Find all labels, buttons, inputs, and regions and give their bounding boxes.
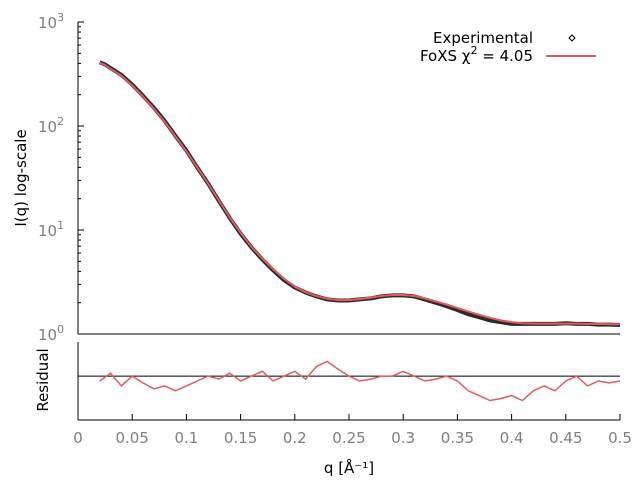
- residual-x-tick-label: 0.5: [608, 429, 632, 447]
- main-series-layer: [98, 60, 621, 327]
- residual-x-tick-label: 0.1: [174, 429, 198, 447]
- residual-series-layer: [99, 360, 621, 402]
- main-y-tick-label: 102: [38, 115, 64, 136]
- main-panel: 100 101 102 103 I(q) log-scale: [12, 11, 621, 344]
- main-y-tick-label: 103: [38, 11, 64, 32]
- main-y-tick-label: 100: [38, 323, 64, 344]
- residual-x-tick-label: 0.4: [500, 429, 524, 447]
- legend-label-experimental: Experimental: [433, 29, 533, 47]
- main-y-label: I(q) log-scale: [12, 129, 30, 226]
- residual-x-tick-label: 0.3: [391, 429, 415, 447]
- residual-x-tick-label: 0.45: [549, 429, 582, 447]
- legend: Experimental FoXS χ2 = 4.05: [420, 29, 596, 65]
- legend-foxs-prefix: FoXS χ: [420, 47, 471, 65]
- residual-x-tick-label: 0.35: [441, 429, 474, 447]
- main-y-ticks: 100 101 102 103: [38, 11, 84, 344]
- residual-x-tick-label: 0.05: [115, 429, 148, 447]
- residual-x-tick-label: 0.25: [332, 429, 365, 447]
- legend-foxs-sup: 2: [470, 44, 477, 57]
- legend-marker-experimental: [568, 34, 576, 42]
- residual-x-tick-label: 0.15: [224, 429, 257, 447]
- residual-y-label: Residual: [34, 348, 52, 411]
- series-experimental: [98, 60, 621, 327]
- series-residual: [99, 360, 621, 402]
- main-y-tick-label: 101: [38, 219, 64, 240]
- legend-label-foxs: FoXS χ2 = 4.05: [420, 44, 533, 65]
- series-foxs-fit: [99, 61, 620, 326]
- residual-panel: Residual 0 0.05 0.1 0.15 0.2 0.25 0.3 0.35 0.4 0.…: [34, 342, 632, 477]
- residual-x-label: q [Å⁻¹]: [324, 458, 374, 477]
- residual-x-ticks: 0 0.05 0.1 0.15 0.2 0.25 0.3 0.35 0.4 0.45 0.5: [73, 414, 632, 447]
- residual-x-tick-label: 0.2: [283, 429, 307, 447]
- legend-foxs-suffix: = 4.05: [477, 47, 533, 65]
- residual-x-tick-label: 0: [73, 429, 83, 447]
